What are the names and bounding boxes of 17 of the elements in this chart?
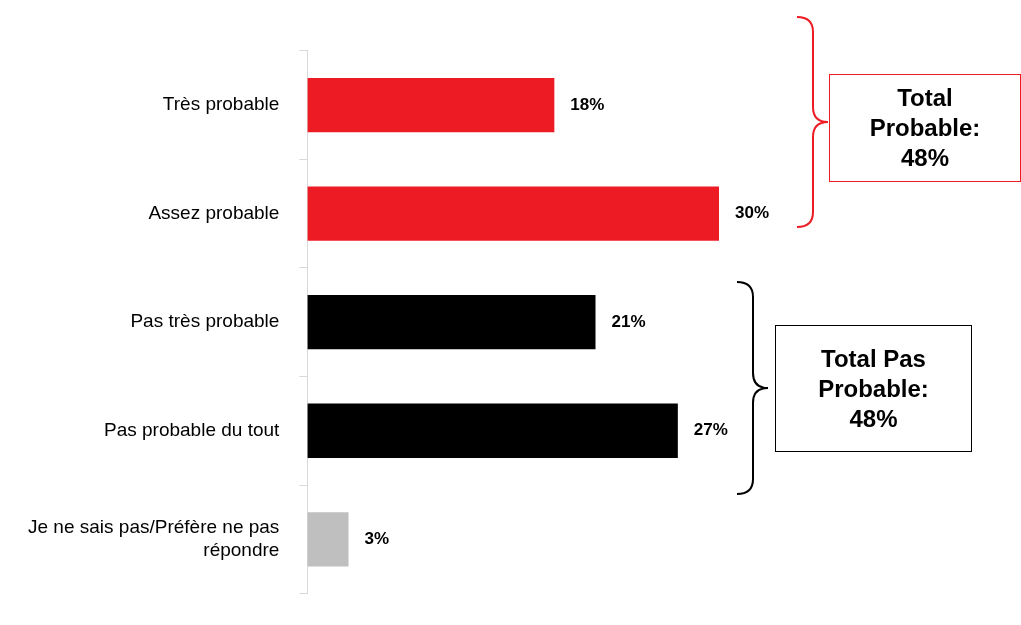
bar (307, 295, 596, 350)
y-tick-label: Assez probable (148, 201, 280, 223)
bar (307, 186, 719, 241)
text: Total Pas Probable: 48% (775, 325, 972, 452)
y-tick-label: Très probable (162, 93, 280, 115)
y-tick-label: Je ne sais pas/Préfère ne pas répondre (27, 516, 280, 560)
bar (307, 512, 349, 567)
text: Total Probable: 48% (829, 74, 1021, 182)
data-label: 18% (570, 94, 605, 114)
data-label: 3% (364, 529, 390, 549)
data-label: 27% (693, 420, 728, 440)
data-label: 21% (611, 311, 646, 331)
data-label: 30% (735, 203, 770, 223)
y-tick-label: Pas très probable (130, 310, 280, 332)
y-tick-label: Pas probable du tout (104, 418, 281, 440)
bar (307, 403, 678, 458)
bar (307, 77, 555, 133)
